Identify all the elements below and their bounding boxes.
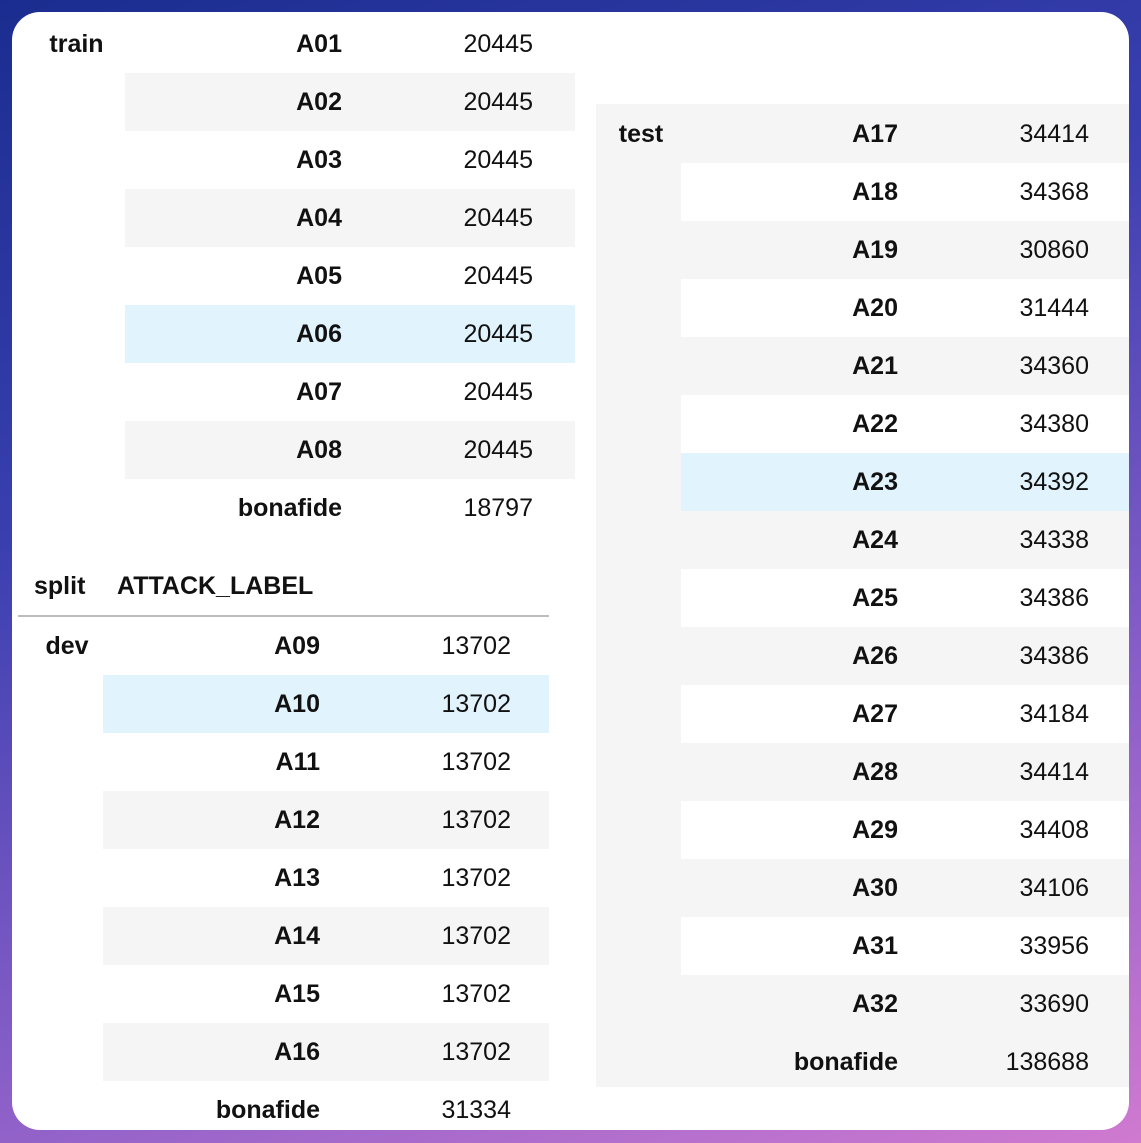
count-cell: 13702 (441, 690, 511, 718)
count-cell: 31444 (1019, 294, 1089, 322)
count-cell: 30860 (1019, 236, 1089, 264)
table-row (103, 791, 549, 849)
count-cell: 13702 (441, 922, 511, 950)
count-cell: 13702 (441, 748, 511, 776)
table-row (125, 421, 575, 479)
table-row (125, 189, 575, 247)
attack-label-cell: A12 (274, 806, 320, 834)
count-cell: 34386 (1019, 584, 1089, 612)
count-cell: 33956 (1019, 932, 1089, 960)
attack-label-cell: A04 (296, 204, 342, 232)
index-header-split: split (34, 572, 86, 600)
attack-label-cell: A32 (852, 990, 898, 1018)
count-cell: 13702 (441, 980, 511, 1008)
attack-label-cell: bonafide (793, 1048, 898, 1076)
attack-label-cell: bonafide (237, 494, 342, 522)
attack-label-cell: A06 (296, 320, 342, 348)
count-cell: 20445 (463, 146, 533, 174)
table-row (681, 453, 1129, 511)
count-cell: 31334 (441, 1096, 511, 1124)
attack-label-cell: A27 (852, 700, 898, 728)
attack-label-cell: A25 (852, 584, 898, 612)
count-cell: 34338 (1019, 526, 1089, 554)
attack-label-cell: A21 (852, 352, 898, 380)
attack-label-cell: bonafide (215, 1096, 320, 1124)
count-cell: 20445 (463, 88, 533, 116)
count-cell: 13702 (441, 1038, 511, 1066)
attack-label-cell: A02 (296, 88, 342, 116)
attack-label-cell: A08 (296, 436, 342, 464)
count-cell: 34414 (1019, 758, 1089, 786)
attack-label-cell: A05 (296, 262, 342, 290)
split-cell: train (49, 30, 104, 58)
count-cell: 20445 (463, 204, 533, 232)
attack-label-cell: A20 (852, 294, 898, 322)
count-cell: 34408 (1019, 816, 1089, 844)
count-cell: 13702 (441, 806, 511, 834)
attack-label-cell: A10 (274, 690, 320, 718)
count-cell: 13702 (441, 864, 511, 892)
table-row (103, 1023, 549, 1081)
attack-label-cell: A22 (852, 410, 898, 438)
count-cell: 34380 (1019, 410, 1089, 438)
attack-label-cell: A18 (852, 178, 898, 206)
count-cell: 20445 (463, 262, 533, 290)
count-cell: 34386 (1019, 642, 1089, 670)
count-cell: 33690 (1019, 990, 1089, 1018)
table-card: split ATTACK_LABEL A01 20445 A02 20445 A03 20… (12, 12, 1129, 1130)
attack-label-cell: A07 (296, 378, 342, 406)
count-cell: 18797 (463, 494, 533, 522)
table-row (681, 279, 1129, 337)
attack-label-cell: A17 (852, 120, 898, 148)
attack-label-cell: A23 (852, 468, 898, 496)
attack-label-cell: A14 (274, 922, 320, 950)
attack-label-cell: A16 (274, 1038, 320, 1066)
attack-label-cell: A26 (852, 642, 898, 670)
table-row (681, 917, 1129, 975)
attack-label-cell: A31 (852, 932, 898, 960)
table-row (681, 801, 1129, 859)
count-cell: 34106 (1019, 874, 1089, 902)
table-row (125, 73, 575, 131)
count-cell: 138688 (1005, 1048, 1089, 1076)
count-cell: 34414 (1019, 120, 1089, 148)
attack-label-cell: A09 (274, 632, 320, 660)
count-cell: 34360 (1019, 352, 1089, 380)
table-row (103, 675, 549, 733)
table-row (103, 907, 549, 965)
count-cell: 13702 (441, 632, 511, 660)
count-cell: 34368 (1019, 178, 1089, 206)
table-row (681, 685, 1129, 743)
count-cell: 20445 (463, 30, 533, 58)
attack-label-cell: A01 (296, 30, 342, 58)
attack-label-cell: A11 (275, 748, 320, 776)
table-row (681, 569, 1129, 627)
attack-label-cell: A29 (852, 816, 898, 844)
table-row (125, 305, 575, 363)
table-row (681, 163, 1129, 221)
table-row (681, 395, 1129, 453)
count-cell: 34184 (1019, 700, 1089, 728)
split-cell: dev (45, 632, 89, 660)
attack-label-cell: A13 (274, 864, 320, 892)
count-cell: 34392 (1019, 468, 1089, 496)
count-cell: 20445 (463, 378, 533, 406)
count-cell: 20445 (463, 436, 533, 464)
attack-label-cell: A19 (852, 236, 898, 264)
index-header-attack-label: ATTACK_LABEL (117, 572, 314, 600)
split-cell: test (618, 120, 664, 148)
attack-label-cell: A28 (852, 758, 898, 786)
attack-label-cell: A24 (852, 526, 898, 554)
attack-label-cell: A30 (852, 874, 898, 902)
header-divider (18, 615, 549, 617)
attack-label-cell: A15 (274, 980, 320, 1008)
count-cell: 20445 (463, 320, 533, 348)
attack-label-cell: A03 (296, 146, 342, 174)
